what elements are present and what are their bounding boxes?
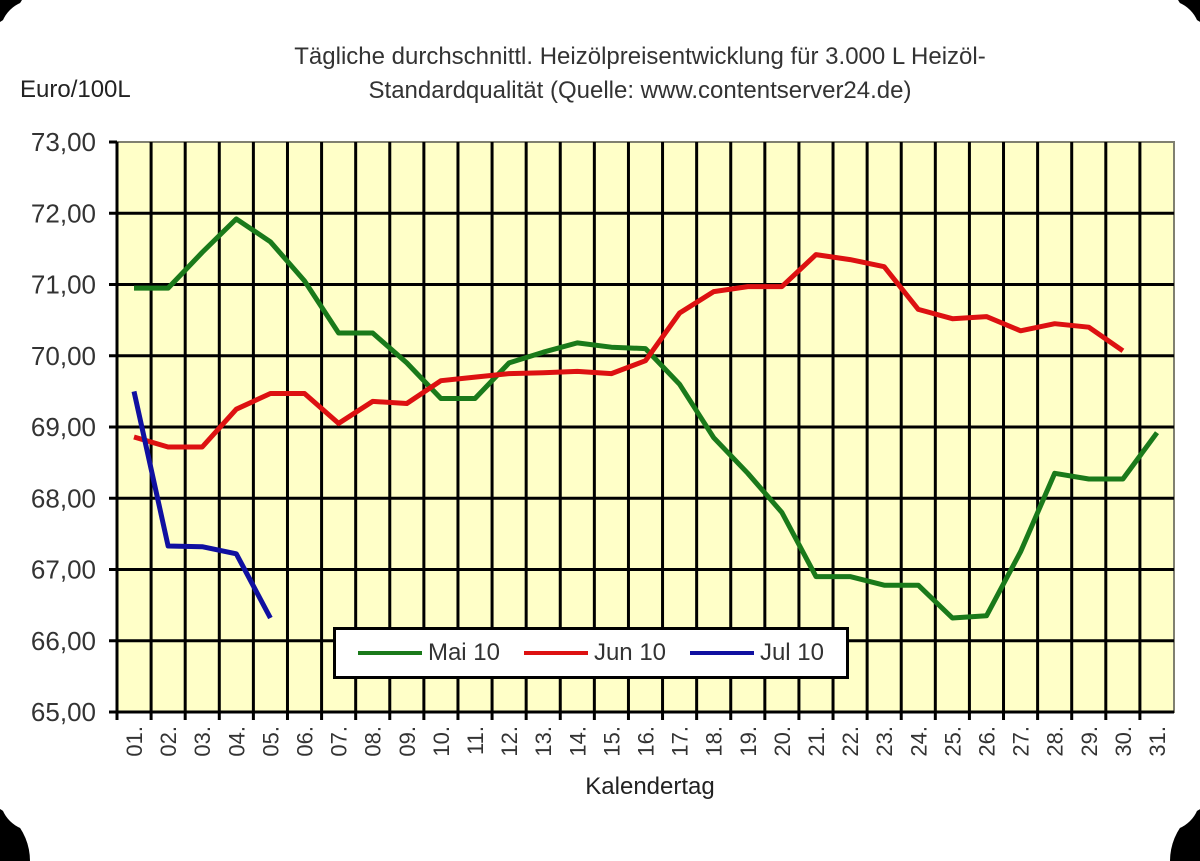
y-tick-label: 67,00 — [31, 555, 96, 585]
y-tick-label: 69,00 — [31, 412, 96, 442]
legend: Mai 10 Jun 10 Jul 10 — [333, 627, 849, 679]
x-tick-label: 21. — [804, 726, 829, 757]
plot-area: 65,00 66,00 67,00 68,00 69,00 70,00 71,00 72,00… — [31, 127, 1175, 757]
x-tick-label: 24. — [906, 726, 931, 757]
series-line-mai-10 — [134, 216, 1160, 621]
y-tick-label: 66,00 — [31, 626, 96, 656]
x-tick-label: 30. — [1111, 726, 1136, 757]
chart-title-line-1: Tägliche durchschnittl. Heizölpreisentwi… — [294, 43, 986, 70]
x-axis-label: Kalendertag — [585, 773, 715, 800]
legend-label: Jun 10 — [593, 639, 667, 666]
x-tick-label: 13. — [531, 726, 556, 757]
x-tick-label: 26. — [974, 726, 999, 757]
chart-title: Tägliche durchschnittl. Heizölpreisentwi… — [150, 40, 1130, 108]
x-tick-label: 20. — [770, 726, 795, 757]
x-tick-label: 29. — [1077, 726, 1102, 757]
legend-swatch — [357, 651, 422, 655]
x-tick-label: 19. — [736, 726, 761, 757]
y-tick-label: 73,00 — [31, 127, 96, 157]
x-tick-label: 28. — [1043, 726, 1068, 757]
x-tick-label: 11. — [463, 726, 488, 755]
x-tick-label: 04. — [224, 726, 249, 757]
legend-label: Mai 10 — [427, 639, 501, 666]
y-tick-label: 70,00 — [31, 341, 96, 371]
chart-title-line-2: Standardqualität (Quelle: www.contentser… — [368, 77, 912, 104]
legend-item: Mai 10 — [357, 639, 501, 667]
series-line-jul-10 — [131, 390, 273, 620]
x-tick-label: 22. — [838, 726, 863, 757]
x-tick-label: 14. — [565, 726, 590, 757]
y-tick-label: 65,00 — [31, 697, 96, 727]
x-tick-label: 03. — [190, 726, 215, 757]
x-tick-label: 18. — [702, 726, 727, 757]
legend-label: Jul 10 — [759, 639, 824, 666]
x-tick-label: 01. — [122, 726, 147, 757]
legend-swatch — [523, 651, 588, 655]
x-tick-label: 09. — [395, 726, 420, 757]
y-tick-label: 68,00 — [31, 483, 96, 513]
x-tick-label: 23. — [872, 726, 897, 757]
legend-swatch — [689, 651, 754, 655]
x-tick-label: 02. — [156, 726, 181, 757]
x-tick-label: 16. — [634, 726, 659, 757]
x-tick-label: 12. — [497, 726, 522, 757]
y-tick-label: 71,00 — [31, 270, 96, 300]
x-tick-label: 06. — [293, 726, 318, 757]
x-tick-label: 25. — [940, 726, 965, 757]
x-tick-label: 10. — [429, 726, 454, 757]
x-tick-label: 07. — [327, 726, 352, 757]
series-line-jun-10 — [133, 252, 1125, 450]
x-tick-label: 31. — [1145, 726, 1170, 757]
y-tick-label: 72,00 — [31, 198, 96, 228]
x-tick-label: 17. — [668, 726, 693, 757]
x-tick-label: 05. — [258, 726, 283, 757]
x-tick-label: 27. — [1009, 726, 1034, 757]
legend-item: Jul 10 — [689, 639, 824, 667]
y-axis-label: Euro/100L — [20, 76, 131, 103]
x-tick-label: 15. — [599, 726, 624, 757]
legend-item: Jun 10 — [523, 639, 667, 667]
x-tick-label: 08. — [361, 726, 386, 757]
